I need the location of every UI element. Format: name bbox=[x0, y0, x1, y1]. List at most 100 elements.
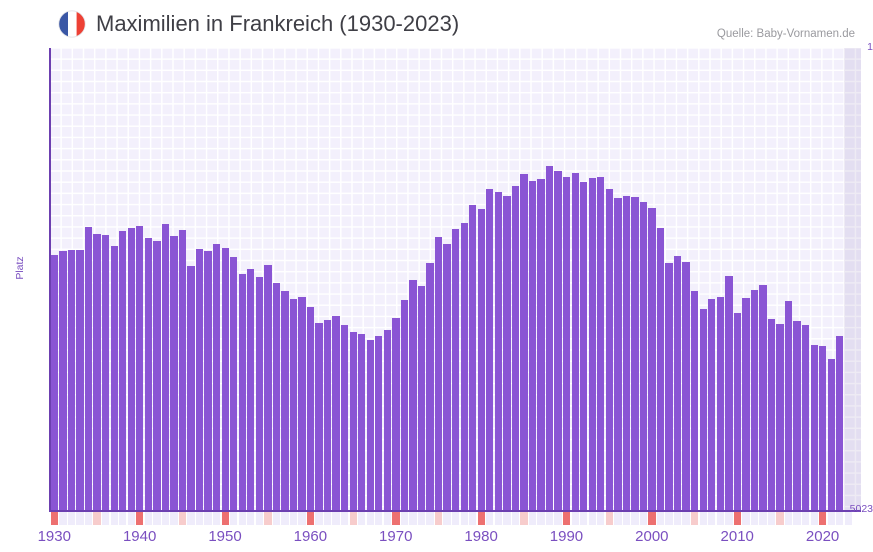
bar[interactable] bbox=[810, 344, 818, 511]
bar[interactable] bbox=[298, 297, 306, 511]
bar[interactable] bbox=[639, 202, 648, 511]
bar[interactable] bbox=[144, 238, 152, 511]
bar[interactable] bbox=[178, 230, 187, 511]
bar[interactable] bbox=[170, 235, 178, 511]
bar[interactable] bbox=[699, 308, 707, 511]
bar[interactable] bbox=[793, 321, 801, 511]
bar[interactable] bbox=[212, 244, 221, 511]
bar[interactable] bbox=[571, 172, 579, 511]
bar[interactable] bbox=[819, 345, 827, 511]
x-tick-cell bbox=[759, 512, 767, 525]
bar[interactable] bbox=[486, 189, 494, 511]
bar[interactable] bbox=[84, 226, 93, 511]
bar[interactable] bbox=[460, 222, 468, 511]
bar[interactable] bbox=[281, 290, 289, 511]
bar[interactable] bbox=[562, 176, 571, 511]
bar[interactable] bbox=[537, 179, 545, 511]
bar[interactable] bbox=[836, 335, 844, 511]
bar[interactable] bbox=[426, 262, 434, 511]
bar[interactable] bbox=[204, 250, 212, 511]
bar[interactable] bbox=[434, 236, 443, 511]
bar[interactable] bbox=[503, 196, 511, 511]
bar[interactable] bbox=[614, 197, 622, 511]
bar[interactable] bbox=[597, 176, 605, 511]
bar[interactable] bbox=[221, 247, 229, 511]
bar[interactable] bbox=[682, 261, 690, 511]
bar[interactable] bbox=[366, 339, 374, 511]
bar[interactable] bbox=[255, 276, 263, 511]
bar[interactable] bbox=[656, 228, 665, 511]
bar[interactable] bbox=[767, 319, 776, 511]
bar[interactable] bbox=[187, 266, 195, 511]
bar[interactable] bbox=[153, 240, 161, 511]
x-tick-cell bbox=[136, 512, 144, 525]
bar[interactable] bbox=[375, 335, 383, 511]
bar[interactable] bbox=[315, 322, 323, 511]
bar[interactable] bbox=[725, 275, 733, 511]
bar[interactable] bbox=[802, 325, 810, 511]
bar[interactable] bbox=[50, 255, 59, 511]
bar[interactable] bbox=[76, 250, 84, 511]
bar[interactable] bbox=[289, 299, 298, 511]
bar[interactable] bbox=[665, 263, 673, 511]
bar[interactable] bbox=[341, 325, 349, 511]
bar[interactable] bbox=[631, 197, 639, 511]
bar[interactable] bbox=[443, 244, 451, 511]
bar[interactable] bbox=[452, 228, 460, 511]
bar[interactable] bbox=[101, 235, 110, 511]
bar[interactable] bbox=[59, 250, 67, 511]
bar[interactable] bbox=[588, 178, 596, 511]
bar[interactable] bbox=[511, 185, 520, 511]
bar[interactable] bbox=[477, 208, 485, 511]
bar[interactable] bbox=[119, 230, 127, 511]
bar[interactable] bbox=[332, 315, 340, 511]
bar[interactable] bbox=[691, 291, 699, 511]
bar[interactable] bbox=[195, 248, 204, 511]
bar[interactable] bbox=[494, 192, 502, 511]
bar[interactable] bbox=[528, 180, 537, 511]
bar[interactable] bbox=[400, 299, 409, 511]
bar[interactable] bbox=[392, 318, 400, 511]
bar[interactable] bbox=[784, 301, 793, 511]
bar[interactable] bbox=[469, 204, 477, 511]
x-tick-cell bbox=[503, 512, 511, 525]
bar[interactable] bbox=[520, 174, 528, 511]
y-axis-line bbox=[49, 48, 51, 511]
bar[interactable] bbox=[383, 329, 392, 511]
bar[interactable] bbox=[648, 208, 656, 511]
bar[interactable] bbox=[750, 290, 759, 511]
bar[interactable] bbox=[264, 265, 272, 511]
bar[interactable] bbox=[230, 256, 238, 511]
france-flag-icon bbox=[58, 10, 86, 38]
bar[interactable] bbox=[409, 280, 417, 511]
bar[interactable] bbox=[716, 297, 724, 511]
bar[interactable] bbox=[247, 269, 255, 511]
bar[interactable] bbox=[349, 332, 357, 511]
bar[interactable] bbox=[306, 306, 315, 511]
bar[interactable] bbox=[161, 223, 170, 511]
bar[interactable] bbox=[605, 188, 613, 511]
bar[interactable] bbox=[827, 358, 835, 511]
bar[interactable] bbox=[545, 166, 554, 511]
bar[interactable] bbox=[554, 170, 562, 511]
bar[interactable] bbox=[358, 333, 366, 511]
bar[interactable] bbox=[417, 286, 426, 511]
bar[interactable] bbox=[776, 324, 784, 511]
bar[interactable] bbox=[580, 181, 588, 511]
bar[interactable] bbox=[323, 320, 332, 511]
x-tick-cell bbox=[281, 512, 289, 525]
bar[interactable] bbox=[67, 249, 76, 511]
bar[interactable] bbox=[673, 255, 682, 511]
bar[interactable] bbox=[759, 284, 767, 511]
bar[interactable] bbox=[93, 234, 101, 511]
bar[interactable] bbox=[622, 196, 631, 511]
bar[interactable] bbox=[110, 245, 118, 511]
bar[interactable] bbox=[238, 274, 246, 511]
x-tick-cell bbox=[409, 512, 417, 525]
bar[interactable] bbox=[708, 298, 716, 511]
bar[interactable] bbox=[733, 313, 742, 511]
bar[interactable] bbox=[742, 298, 750, 511]
bar[interactable] bbox=[272, 283, 281, 511]
bar[interactable] bbox=[136, 226, 144, 511]
bar[interactable] bbox=[127, 227, 135, 511]
